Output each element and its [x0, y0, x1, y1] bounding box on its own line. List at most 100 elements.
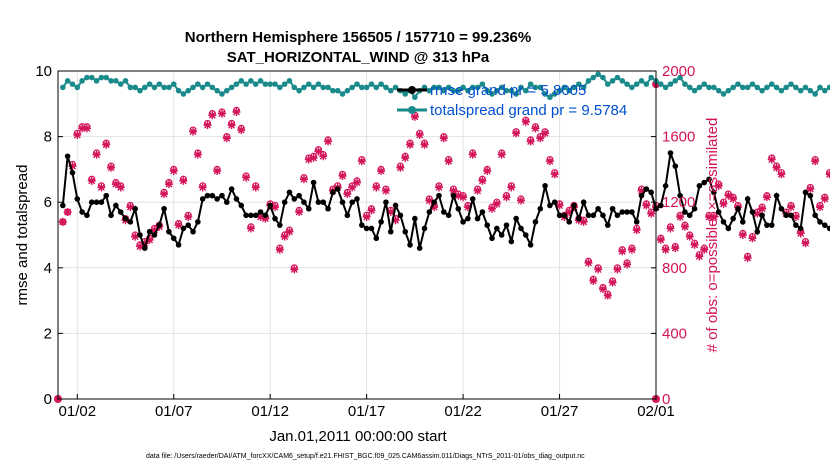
rmse-point: [677, 192, 683, 199]
obs-assimilated-point: [386, 208, 395, 217]
rmse-point: [812, 212, 818, 219]
totalspread-point: [436, 84, 442, 91]
rmse-point: [735, 205, 741, 212]
rmse-point: [161, 205, 167, 212]
obs-assimilated-point: [608, 278, 617, 287]
totalspread-point: [74, 84, 81, 91]
totalspread-point: [489, 91, 495, 97]
obs-assimilated-point: [709, 212, 718, 221]
rmse-point: [759, 212, 765, 219]
totalspread-point: [238, 78, 245, 84]
y-tick-label: 8: [44, 129, 52, 146]
rmse-point: [79, 209, 85, 215]
rmse-point: [267, 202, 273, 209]
totalspread-point: [325, 84, 331, 91]
totalspread-point: [228, 84, 235, 91]
rmse-point: [778, 205, 785, 212]
obs-assimilated-point: [314, 147, 323, 156]
obs-assimilated-point: [483, 167, 492, 176]
obs-assimilated-point: [145, 235, 154, 244]
totalspread-point: [142, 84, 148, 91]
totalspread-point: [185, 87, 192, 94]
obs-assimilated-point: [705, 212, 714, 221]
obs-assimilated-point: [174, 221, 183, 230]
obs-assimilated-point: [627, 245, 636, 254]
totalspread-point: [648, 74, 654, 81]
obs-assimilated-point: [820, 194, 829, 203]
rmse-point: [711, 189, 717, 196]
obs-assimilated-point: [367, 206, 376, 215]
rmse-point: [691, 205, 698, 212]
totalspread-point: [103, 74, 110, 81]
totalspread-point: [344, 87, 351, 94]
obs-assimilated-point: [439, 134, 448, 143]
totalspread-point: [735, 81, 741, 87]
totalspread-point: [180, 91, 187, 97]
obs-assimilated-point: [791, 212, 800, 221]
obs-assimilated-point: [184, 212, 193, 221]
totalspread-point: [720, 91, 727, 97]
totalspread-point: [817, 84, 823, 91]
totalspread-point: [445, 84, 452, 91]
rmse-point: [277, 222, 283, 228]
footer-data-file: data file: /Users/raeder/DAI/ATM_forcXX/…: [146, 453, 585, 460]
rmse-point: [749, 209, 756, 215]
totalspread-point: [122, 78, 129, 84]
totalspread-point: [199, 84, 206, 91]
rmse-point: [682, 209, 688, 215]
obs-assimilated-point: [319, 152, 328, 161]
totalspread-point: [84, 74, 90, 81]
totalspread-point: [793, 84, 799, 91]
obs-assimilated-point: [801, 239, 810, 248]
totalspread-point: [305, 81, 312, 87]
obs-assimilated-point: [208, 111, 217, 120]
rmse-point: [465, 215, 471, 222]
totalspread-point: [527, 81, 534, 87]
obs-assimilated-point: [724, 191, 733, 200]
totalspread-point: [609, 78, 616, 84]
rmse-point: [108, 212, 114, 219]
totalspread-point: [788, 81, 794, 87]
obs-assimilated-point: [642, 201, 651, 210]
obs-assimilated-point: [463, 203, 472, 212]
rmse-point: [450, 192, 457, 199]
totalspread-point: [426, 87, 433, 94]
obs-assimilated-point: [309, 153, 318, 162]
obs-assimilated-point: [169, 167, 178, 176]
totalspread-point: [672, 78, 679, 84]
totalspread-point: [638, 78, 645, 84]
totalspread-point: [629, 84, 635, 91]
y2-tick-label: 400: [662, 325, 687, 342]
rmse-point: [768, 222, 775, 228]
rmse-point: [60, 202, 66, 209]
totalspread-point: [190, 84, 196, 91]
rmse-point: [238, 202, 245, 209]
rmse-point: [701, 179, 708, 186]
rmse-point: [725, 225, 732, 232]
obs-assimilated-point: [449, 186, 458, 195]
totalspread-point: [658, 81, 664, 87]
obs-assimilated-point: [324, 137, 333, 146]
axes: 01/02 01/07 01/12 01/17 01/22 01/27 02/0102468…: [35, 63, 695, 420]
totalspread-point: [537, 84, 544, 91]
obs-assimilated-point: [116, 183, 125, 192]
obs-assimilated-point: [251, 183, 260, 192]
obs-assimilated-point: [459, 193, 468, 202]
obs-assimilated-point: [140, 239, 149, 248]
obs-assimilated-point: [222, 134, 231, 143]
totalspread-point: [730, 84, 736, 91]
rmse-point: [185, 222, 192, 228]
obs-assimilated-point: [685, 232, 694, 241]
totalspread-point: [98, 74, 105, 81]
rmse-point: [310, 179, 317, 186]
rmse-point: [585, 212, 592, 219]
rmse-point: [296, 192, 302, 199]
rmse-point: [561, 212, 568, 219]
obs-assimilated-point: [82, 124, 91, 133]
obs-assimilated-point: [78, 124, 87, 133]
obs-assimilated-point: [343, 190, 352, 198]
rmse-point: [368, 225, 375, 232]
rmse-point: [600, 212, 606, 219]
totalspread-point: [373, 84, 380, 91]
obs-assimilated-point: [396, 163, 405, 172]
